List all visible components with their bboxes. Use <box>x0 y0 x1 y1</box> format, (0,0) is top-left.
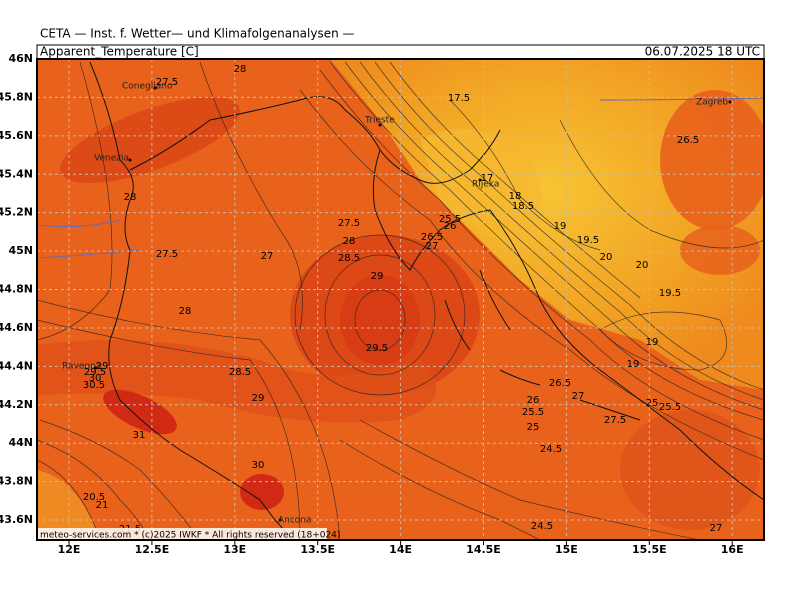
lon-label: 12E <box>58 543 81 556</box>
city-label: Rijeka <box>472 180 499 190</box>
contour-label: 28 <box>234 64 247 75</box>
city-label: Zagreb <box>696 98 728 108</box>
contour-label: 26.5 <box>549 378 571 389</box>
contour-label: 19 <box>627 359 640 370</box>
contour-label: 28 <box>179 306 192 317</box>
contour-label: 18.5 <box>512 201 534 212</box>
contour-label: 17 <box>481 173 494 184</box>
lat-label: 45.2N <box>0 206 33 219</box>
contour-label: 27 <box>426 241 439 252</box>
contour-label: 27 <box>710 523 723 534</box>
contour-label: 31 <box>133 430 146 441</box>
contour-label: 27 <box>572 391 585 402</box>
lon-label: 14.5E <box>466 543 501 556</box>
city-label: Conegliano <box>122 82 173 92</box>
contour-label: 25 <box>646 398 659 409</box>
lat-label: 45.6N <box>0 129 33 142</box>
contour-label: 20 <box>636 260 649 271</box>
hot-core <box>240 474 284 510</box>
contour-label: 26.5 <box>421 232 443 243</box>
coastlines <box>37 61 764 540</box>
graticule <box>37 59 764 540</box>
hot-core <box>340 275 420 365</box>
lon-label: 13E <box>223 543 246 556</box>
lat-label: 46N <box>8 52 33 65</box>
warm-area <box>680 225 760 275</box>
lon-label: 15.5E <box>632 543 667 556</box>
lat-label: 45N <box>8 244 33 257</box>
contour-label: 24.5 <box>540 444 562 455</box>
contour-label: 28 <box>124 192 137 203</box>
contour-label: 30.5 <box>83 380 105 391</box>
contour-label: 26 <box>527 395 540 406</box>
contour-label: 28.5 <box>229 367 251 378</box>
contour-label: 21 <box>96 500 109 511</box>
contour-label: 19 <box>646 337 659 348</box>
contour-label: 28 <box>343 236 356 247</box>
contour-label: 25 <box>527 422 540 433</box>
contour-label: 19 <box>554 221 567 232</box>
city-label: Ancona <box>278 516 312 526</box>
warm-area <box>620 410 760 530</box>
lat-label: 45.8N <box>0 90 33 103</box>
contour-label: 29 <box>371 271 384 282</box>
warm-area <box>660 90 764 230</box>
hot-area <box>37 340 436 423</box>
lon-label: 16E <box>721 543 744 556</box>
lon-label: 14E <box>389 543 412 556</box>
contour-label: 26.5 <box>677 135 699 146</box>
lon-label: 15E <box>555 543 578 556</box>
lat-label: 43.8N <box>0 475 33 488</box>
contour-label: 29.5 <box>366 343 388 354</box>
city-markers <box>93 86 732 522</box>
isolines <box>37 61 764 540</box>
lat-label: 45.4N <box>0 167 33 180</box>
variable-label: Apparent_Temperature [C] <box>40 45 199 59</box>
contour-label: 30 <box>89 373 102 384</box>
contour-label: 19.5 <box>577 235 599 246</box>
contour-label: 25.5 <box>659 402 681 413</box>
contour-label: 30 <box>252 460 265 471</box>
lat-label: 44.4N <box>0 359 33 372</box>
contour-label: 29.5 <box>84 367 106 378</box>
contour-label: 27.5 <box>338 218 360 229</box>
field: Conegliano Venezia Trieste Rijeka Zagreb… <box>37 59 764 541</box>
credit-bg <box>37 528 327 540</box>
city-label: Trieste <box>364 116 395 126</box>
contour-label: 17.5 <box>448 93 470 104</box>
axes: 46N 45.8N 45.6N 45.4N 45.2N 45N 44.8N 44.6N 44.4… <box>0 52 744 556</box>
cool-core <box>420 128 543 250</box>
city-label: Ravenna <box>62 362 101 372</box>
contour-label: 24.5 <box>531 521 553 532</box>
hot-area <box>60 96 240 184</box>
valid-time: 06.07.2025 18 UTC <box>645 45 760 59</box>
contour-label: 26 <box>444 221 457 232</box>
lat-label: 44.6N <box>0 321 33 334</box>
contour-label: 25.5 <box>522 407 544 418</box>
title: CETA — Inst. f. Wetter— und Klimafolgena… <box>40 27 355 41</box>
contour-label: 20.5 <box>83 492 105 503</box>
contour-label: 19.5 <box>659 288 681 299</box>
contour-label: 18 <box>509 191 522 202</box>
city-label: Venezia <box>94 154 129 164</box>
lat-label: 43.6N <box>0 513 33 526</box>
contour-label: 27.5 <box>604 415 626 426</box>
lon-label: 12.5E <box>135 543 170 556</box>
lat-label: 44N <box>8 436 33 449</box>
lon-label: 13.5E <box>300 543 335 556</box>
contour-label: 27.5 <box>156 249 178 260</box>
contour-label: 29 <box>96 361 109 372</box>
contour-label: 25.5 <box>439 214 461 225</box>
contour-label: 27 <box>261 251 274 262</box>
contour-label: 29 <box>252 393 265 404</box>
contour-label: 28.5 <box>338 253 360 264</box>
lat-label: 44.2N <box>0 398 33 411</box>
contour-label: 27.5 <box>156 77 178 88</box>
contour-label: 20 <box>600 252 613 263</box>
credit: meteo-services.com * (c)2025 IWKF * All … <box>40 531 340 541</box>
lat-label: 44.8N <box>0 283 33 296</box>
